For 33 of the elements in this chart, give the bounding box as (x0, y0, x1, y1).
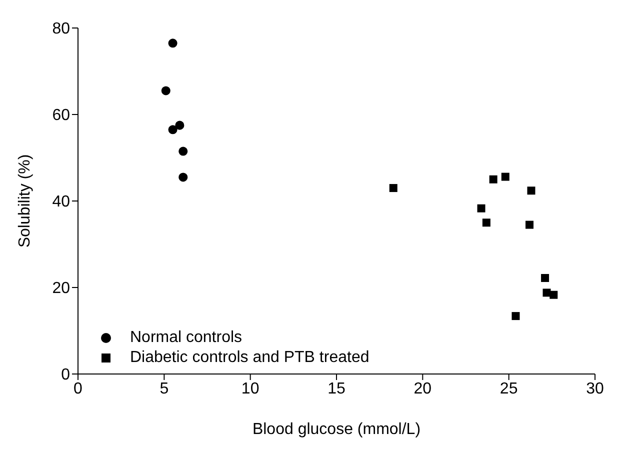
x-tick-label: 15 (328, 380, 346, 398)
point (526, 220, 534, 229)
x-tick-label: 0 (74, 380, 83, 398)
point (168, 38, 178, 48)
point (550, 290, 558, 299)
point (178, 146, 188, 156)
point (501, 172, 510, 181)
point (168, 125, 178, 134)
y-tick-label: 0 (61, 366, 70, 384)
x-tick-label: 30 (586, 380, 604, 398)
y-tick-label: 20 (52, 280, 70, 298)
point (512, 312, 520, 320)
x-tick-label: 10 (241, 380, 260, 398)
point (477, 204, 486, 212)
point (541, 274, 550, 282)
point (542, 288, 551, 297)
x-tick-label: 25 (500, 380, 518, 398)
y-axis-title: Solubility (%) (16, 154, 34, 248)
point (175, 120, 184, 130)
legend-label: Normal controls (130, 328, 242, 348)
point (389, 184, 398, 192)
x-tick-label: 5 (160, 380, 169, 398)
x-tick-label: 20 (414, 380, 432, 398)
y-tick-label: 40 (52, 194, 70, 211)
x-axis-title: Blood glucose (mmol/L) (252, 421, 421, 438)
point (178, 172, 188, 182)
y-tick-label: 80 (52, 20, 70, 38)
point (482, 218, 490, 227)
point (489, 175, 498, 184)
legend-label: Diabetic controls and PTB treated (130, 348, 370, 368)
point (161, 86, 170, 96)
point (527, 186, 536, 195)
y-tick-label: 60 (52, 107, 70, 124)
